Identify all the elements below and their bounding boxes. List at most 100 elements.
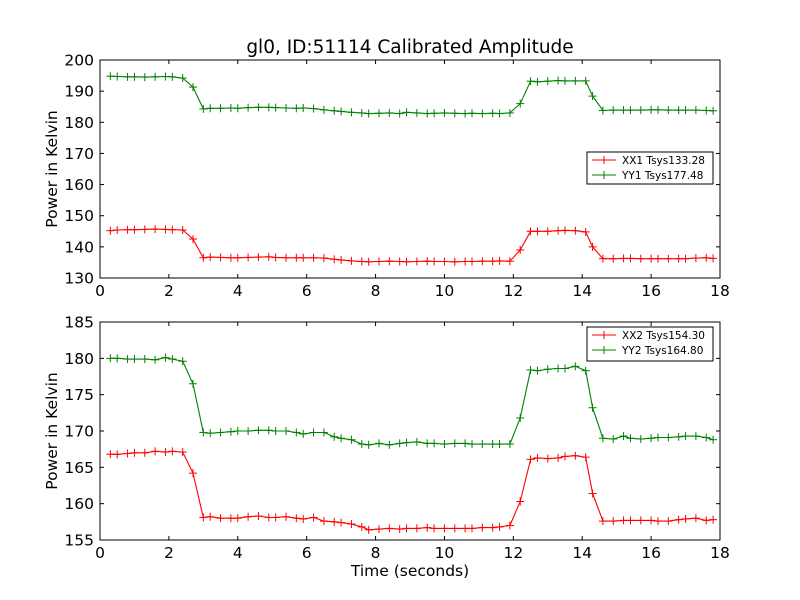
panel-bottom-series-xx (106, 447, 718, 534)
panel-bottom-data-point (357, 440, 366, 449)
panel-top-data-point (151, 225, 160, 234)
panel-bottom-data-point (364, 440, 373, 449)
panel-top-data-point (581, 76, 590, 85)
panel-top-legend-entry: YY1 Tsys177.48 (592, 170, 703, 182)
panel-bottom-data-point (385, 524, 394, 533)
panel-bottom-data-point (571, 362, 580, 371)
panel-top-data-point (216, 253, 225, 262)
panel-top-data-point (450, 109, 459, 118)
panel-top-data-point (106, 226, 115, 235)
panel-bottom-data-point (330, 432, 339, 441)
panel-bottom-data-point (554, 453, 563, 462)
panel-top-data-point (206, 104, 215, 113)
panel-top-data-point (309, 104, 318, 113)
panel-top-data-point (168, 225, 177, 234)
panel-top-x-tick-label: 14 (572, 282, 592, 300)
panel-top-data-point (636, 106, 645, 115)
panel-top-data-point (123, 225, 132, 234)
panel-bottom-data-point (264, 426, 273, 435)
panel-top-data-point (598, 106, 607, 115)
panel-bottom-data-point (430, 524, 439, 533)
panel-top-data-point (309, 253, 318, 262)
panel-top-data-point (337, 107, 346, 116)
panel-top-data-point (226, 103, 235, 112)
panel-top-data-point (206, 253, 215, 262)
panel-top-y-tick-label: 190 (64, 83, 94, 101)
panel-top-data-point (123, 72, 132, 81)
panel-bottom-data-point (168, 355, 177, 364)
panel-top-y-axis-title: Power in Kelvin (43, 110, 61, 227)
panel-bottom-data-point (282, 427, 290, 435)
panel-bottom-data-point (244, 512, 253, 521)
panel-top-data-point (151, 72, 160, 81)
panel-top-data-point (395, 109, 404, 118)
panel-top-data-point (554, 76, 563, 85)
panel-top-y-tick-label: 150 (64, 207, 94, 225)
panel-bottom-data-point (106, 450, 115, 459)
panel-bottom-data-point (647, 434, 656, 443)
panel-top-data-point (178, 226, 187, 235)
panel-top-data-point (478, 257, 487, 266)
panel-bottom-data-point (516, 497, 525, 506)
panel-bottom-data-point (561, 364, 569, 373)
panel-bottom-data-point (130, 355, 139, 364)
panel-top-data-point (375, 257, 383, 266)
panel-bottom-data-point (347, 520, 356, 529)
panel-bottom-data-point (505, 440, 514, 449)
panel-top-legend-label: XX1 Tsys133.28 (622, 155, 705, 167)
panel-bottom-data-point (709, 435, 718, 444)
panel-bottom-legend-entry: YY2 Tsys164.80 (592, 345, 703, 357)
panel-top-data-point (216, 104, 225, 113)
panel-bottom-legend: XX2 Tsys154.30 YY2 Tsys164.80 (586, 326, 714, 362)
panel-top-data-point (357, 108, 366, 117)
panel-top-data-point (113, 226, 122, 235)
panel-top-data-point (430, 109, 439, 118)
panel-top-data-point (395, 257, 404, 266)
panel-top-data-point (385, 257, 394, 266)
panel-top-data-point (299, 253, 308, 262)
panel-bottom-data-point (440, 524, 449, 533)
panel-top-data-point (319, 254, 328, 263)
panel-bottom-legend-entry: XX2 Tsys154.30 (592, 330, 705, 342)
panel-bottom-data-point (450, 439, 459, 448)
panel-top-data-point (402, 257, 411, 266)
panel-top-data-point (199, 104, 208, 113)
panel-top-legend-label: YY1 Tsys177.48 (621, 170, 703, 182)
panel-top-series-yy (106, 72, 718, 118)
panel-bottom-data-point (254, 512, 263, 521)
panel-bottom-data-point (619, 516, 628, 525)
panel-top-data-point (271, 103, 280, 112)
panel-top-data-point (330, 255, 339, 264)
panel-bottom-data-point (130, 448, 139, 457)
panel-top-data-point (254, 253, 263, 262)
panel-top-data-point (609, 254, 618, 263)
panel-top-data-point (364, 257, 373, 266)
panel-bottom-data-point (691, 432, 700, 441)
panel-bottom-data-point (461, 439, 470, 448)
panel-bottom-data-point (206, 429, 215, 438)
panel-bottom-data-point (674, 515, 683, 524)
panel-bottom-data-point (299, 429, 308, 438)
panel-bottom-data-point (271, 513, 280, 522)
panel-bottom-y-tick-label: 160 (64, 495, 94, 513)
panel-bottom-data-point (216, 514, 225, 523)
panel-bottom-y-axis-title: Power in Kelvin (43, 372, 61, 489)
panel-bottom-data-point (395, 439, 404, 448)
panel-top-data-point (588, 92, 597, 101)
panel-bottom-data-point (581, 366, 590, 375)
panel-top-data-point (561, 226, 569, 235)
panel-bottom-data-point (702, 433, 711, 442)
panel-bottom-data-point (375, 439, 383, 448)
panel-bottom-data-point (254, 426, 263, 435)
panel-bottom-legend-label: XX2 Tsys154.30 (622, 330, 705, 342)
panel-top-data-point (226, 253, 235, 262)
panel-top-x-tick-label: 6 (302, 282, 312, 300)
panel-top-data-point (330, 106, 339, 115)
panel-top-data-point (440, 108, 449, 117)
panel-top-data-point (495, 109, 504, 118)
panel-top-data-point (709, 254, 718, 263)
panel-bottom-data-point (233, 514, 242, 523)
panel-top-data-point (178, 74, 187, 83)
panel-bottom-data-point (178, 357, 187, 366)
